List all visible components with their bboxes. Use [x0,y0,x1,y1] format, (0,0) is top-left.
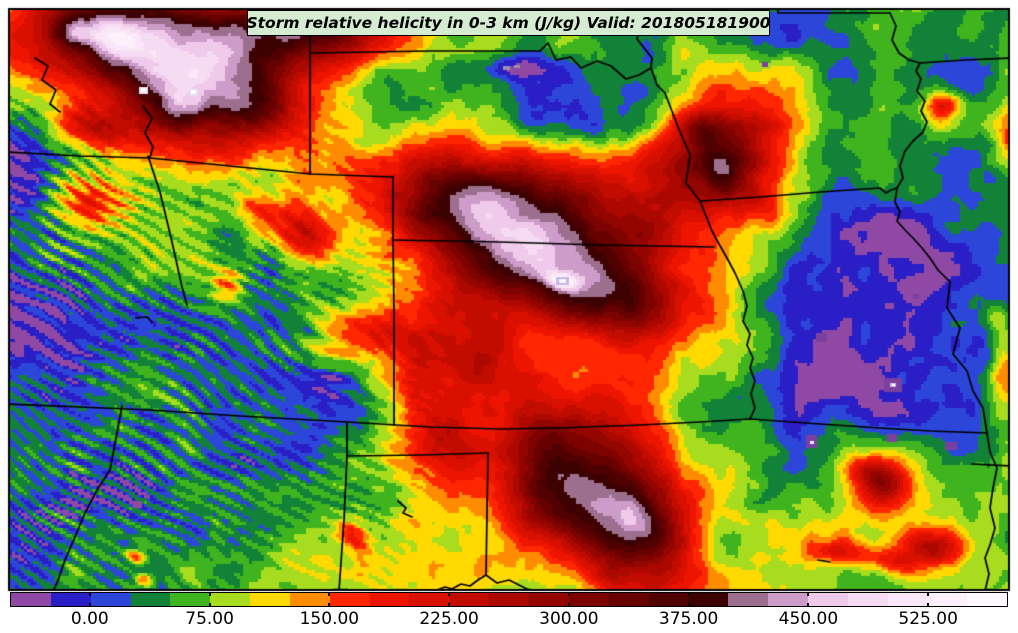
colorbar-segment [11,593,51,606]
colorbar-segment [409,593,450,606]
colorbar-segment [369,593,410,606]
colorbar-segment [289,593,330,606]
colorbar-segment [50,593,91,606]
colorbar [10,592,1008,607]
colorbar-segment [807,593,848,606]
colorbar-segment [887,593,928,606]
colorbar-tick [567,592,570,596]
colorbar-tick [328,592,331,596]
colorbar-tick-label: 75.00 [185,609,234,629]
colorbar-tick [208,592,211,596]
colorbar-segment [967,593,1008,606]
map-title-text: Storm relative helicity in 0-3 km (J/kg)… [246,14,771,32]
colorbar-segment [130,593,171,606]
colorbar-segment [449,593,490,606]
colorbar-tick [448,592,451,596]
colorbar-tick-label: 225.00 [419,609,479,629]
colorbar-tick [687,592,690,596]
colorbar-segment [847,593,888,606]
colorbar-segment [768,593,808,606]
colorbar-tick [927,603,930,607]
colorbar-tick [88,603,91,607]
colorbar-tick [687,603,690,607]
colorbar-segment [568,593,609,606]
colorbar-tick [88,592,91,596]
colorbar-segment [927,593,968,606]
colorbar-tick-label: 300.00 [539,609,599,629]
colorbar-tick-label: 0.00 [70,609,109,629]
colorbar-segment [329,593,370,606]
colorbar-segment [90,593,131,606]
colorbar-segment [489,593,529,606]
colorbar-tick-label: 150.00 [299,609,360,629]
colorbar-tick [807,603,810,607]
colorbar-tick [927,592,930,596]
colorbar-tick-label: 525.00 [898,609,958,629]
colorbar-tick [208,603,211,607]
colorbar-tick-label: 375.00 [658,609,719,629]
colorbar-segment [528,593,569,606]
colorbar-segment [170,593,211,606]
colorbar-tick [807,592,810,596]
colorbar-segment [648,593,689,606]
map-title-banner: Storm relative helicity in 0-3 km (J/kg)… [246,10,771,36]
colorbar-segment [210,593,251,606]
colorbar-tick-label: 450.00 [778,609,839,629]
colorbar-segment [728,593,769,606]
colorbar-tick [328,603,331,607]
colorbar-segment [608,593,649,606]
colorbar-tick [567,603,570,607]
colorbar-segment [250,593,290,606]
colorbar-tick [448,603,451,607]
colorbar-segment [688,593,729,606]
